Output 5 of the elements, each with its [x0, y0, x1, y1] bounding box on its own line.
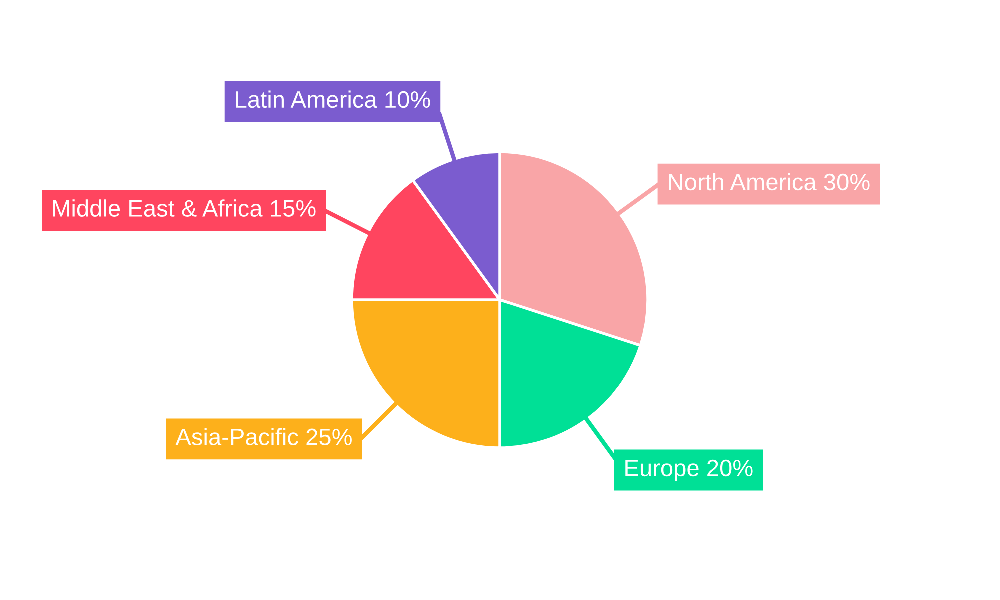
slice-label: Asia-Pacific 25%	[176, 428, 352, 446]
slice-label: Europe 20%	[626, 460, 753, 482]
slice-label: Middle East & Africa 15%	[53, 200, 316, 217]
slice-label: North America 30%	[669, 173, 870, 191]
slice-label: Latin America 10%	[236, 90, 430, 108]
